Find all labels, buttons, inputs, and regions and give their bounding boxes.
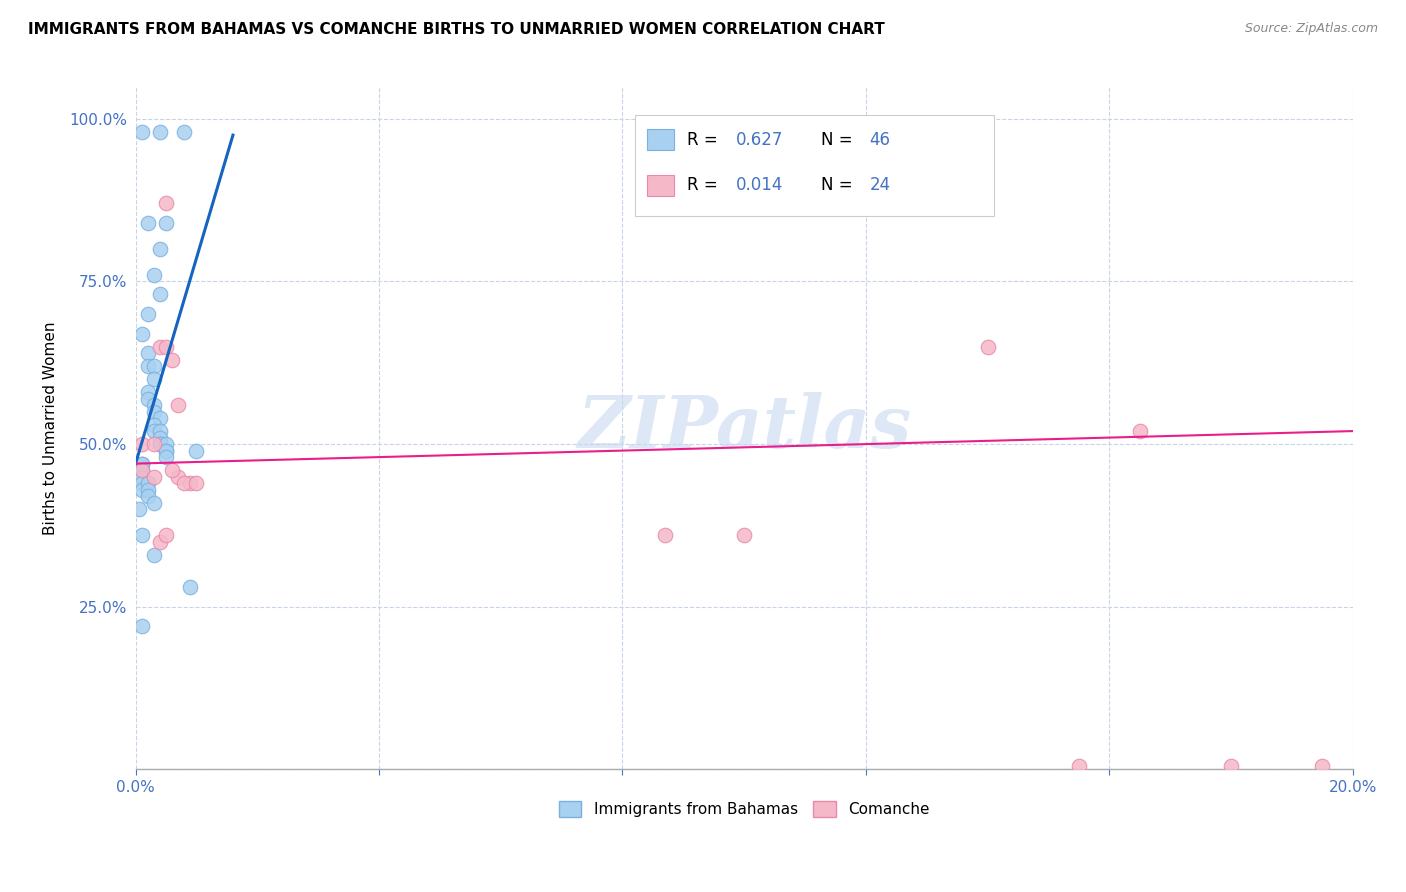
Text: IMMIGRANTS FROM BAHAMAS VS COMANCHE BIRTHS TO UNMARRIED WOMEN CORRELATION CHART: IMMIGRANTS FROM BAHAMAS VS COMANCHE BIRT… [28,22,884,37]
Text: 24: 24 [869,177,890,194]
Point [155,216,177,230]
Y-axis label: Births to Unmarried Women: Births to Unmarried Women [44,321,58,534]
Point [167,469,190,483]
Point [155,339,177,353]
Point [131,483,153,497]
Point [160,463,183,477]
Point [976,339,998,353]
Point [142,548,165,562]
Point [131,457,153,471]
Point [136,476,159,491]
Point [131,528,153,542]
Point [149,125,172,139]
Point [155,450,177,464]
Point [155,443,177,458]
Point [186,476,208,491]
Point [136,392,159,406]
Point [128,502,150,516]
Point [136,216,159,230]
Legend: Immigrants from Bahamas, Comanche: Immigrants from Bahamas, Comanche [553,795,936,823]
Point [1067,759,1090,773]
Point [142,398,165,412]
Point [131,326,153,341]
Point [136,385,159,400]
Text: R =: R = [688,177,723,194]
Text: N =: N = [821,177,858,194]
Point [155,528,177,542]
Point [131,125,153,139]
Point [149,534,172,549]
Point [142,495,165,509]
Point [149,437,172,451]
Point [142,359,165,373]
Point [131,463,153,477]
Point [142,417,165,432]
Point [131,619,153,633]
Point [654,528,676,542]
Point [855,196,877,211]
Point [142,404,165,418]
Point [1129,424,1152,438]
Point [136,346,159,360]
Point [142,372,165,386]
Point [173,476,195,491]
Point [131,476,153,491]
Point [155,437,177,451]
Point [155,443,177,458]
Point [149,242,172,256]
Point [149,411,172,425]
Text: 0.627: 0.627 [735,130,783,149]
Point [136,489,159,503]
Point [142,268,165,282]
Text: R =: R = [688,130,723,149]
Point [167,398,190,412]
Point [1310,759,1333,773]
Point [155,196,177,211]
Point [173,125,195,139]
Point [149,424,172,438]
Text: ZIPatlas: ZIPatlas [576,392,911,463]
Bar [647,175,673,195]
Point [131,437,153,451]
Point [131,463,153,477]
Point [142,437,165,451]
Point [131,469,153,483]
Point [179,580,201,594]
Point [149,287,172,301]
Point [160,352,183,367]
Point [186,443,208,458]
Text: 0.014: 0.014 [735,177,783,194]
Point [733,528,755,542]
Point [179,476,201,491]
FancyBboxPatch shape [634,115,994,216]
Point [149,437,172,451]
Text: N =: N = [821,130,858,149]
Text: 46: 46 [869,130,890,149]
Point [131,457,153,471]
Point [142,469,165,483]
Point [1220,759,1243,773]
Point [136,307,159,321]
Text: Source: ZipAtlas.com: Source: ZipAtlas.com [1244,22,1378,36]
Point [142,424,165,438]
Point [149,339,172,353]
Point [136,483,159,497]
Point [149,431,172,445]
Point [136,359,159,373]
Bar [647,129,673,150]
